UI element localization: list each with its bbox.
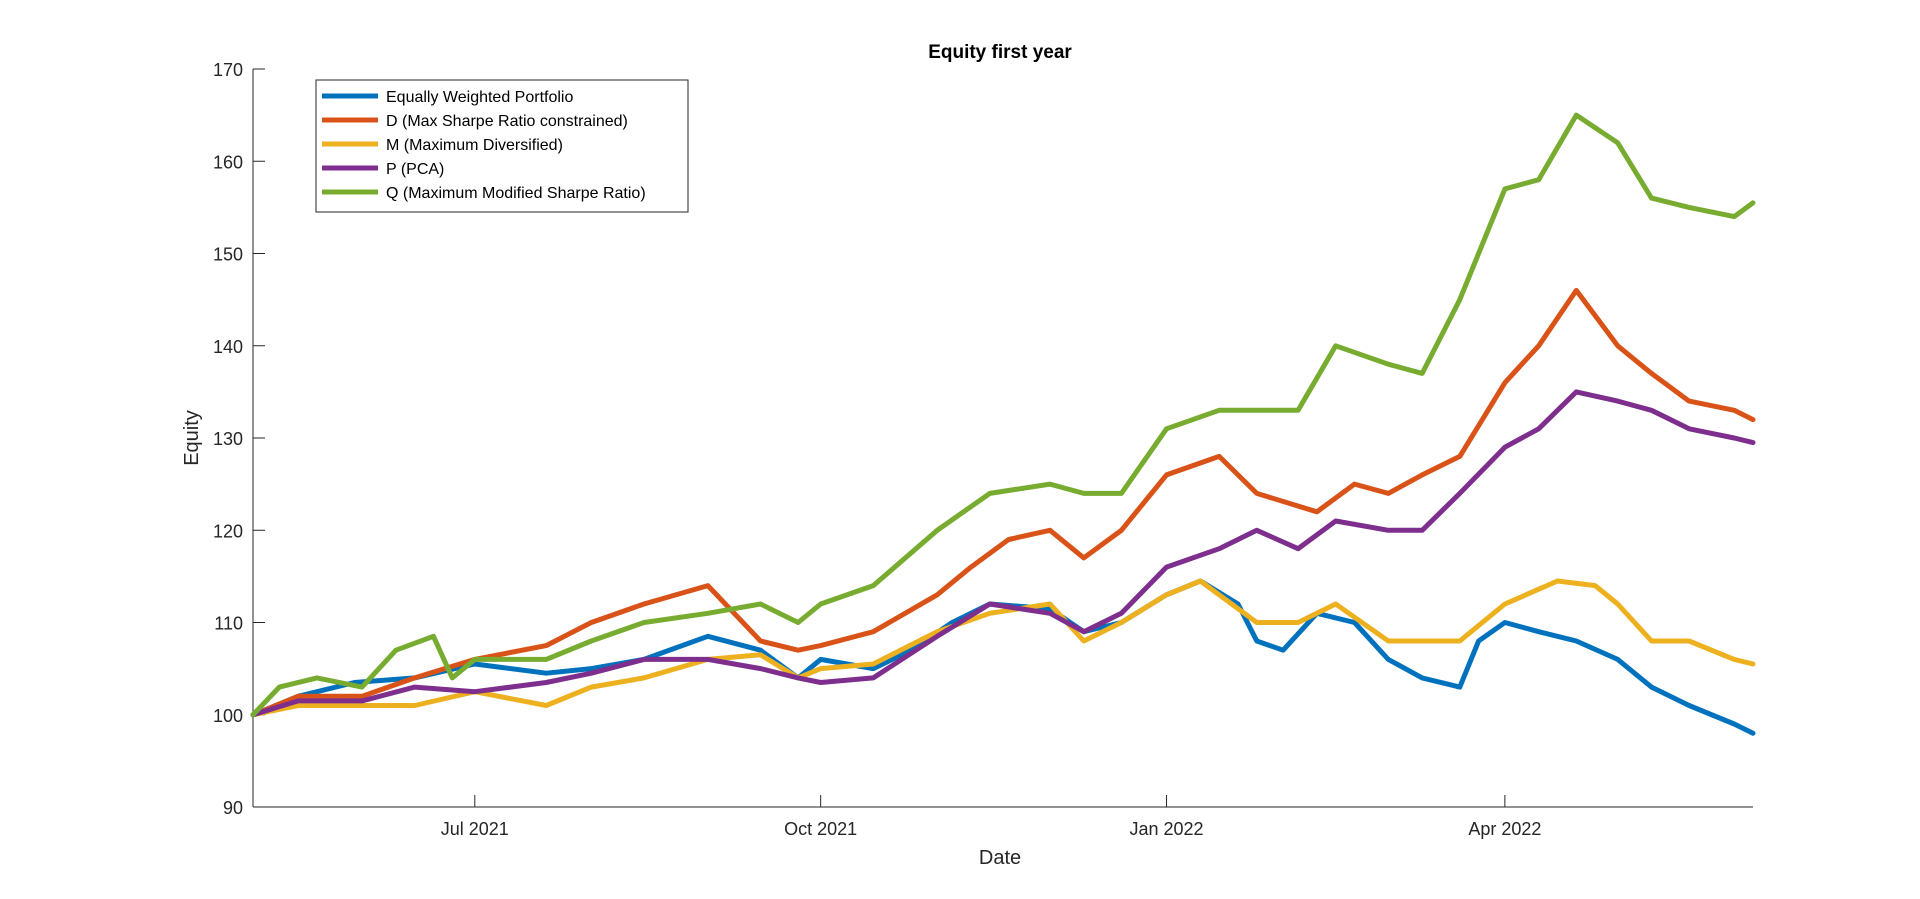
y-tick-label: 160 — [213, 152, 243, 172]
legend-label: Equally Weighted Portfolio — [386, 89, 573, 106]
series-line — [250, 578, 1756, 718]
plot-area: 90 100 110 120 130 140 150 160 170 Jul 2021 Oct 20… — [213, 60, 1756, 839]
y-tick-label: 100 — [213, 706, 243, 726]
legend-label: M (Maximum Diversified) — [386, 137, 563, 154]
x-tick-label: Apr 2022 — [1468, 819, 1541, 839]
y-axis-label: Equity — [181, 410, 203, 466]
legend-label: Q (Maximum Modified Sharpe Ratio) — [386, 185, 646, 202]
y-tick-label: 110 — [214, 614, 243, 634]
x-tick-label: Jan 2022 — [1129, 819, 1203, 839]
legend: Equally Weighted Portfolio D (Max Sharpe … — [315, 79, 689, 213]
x-tick-label: Jul 2021 — [441, 819, 509, 839]
legend-label: P (PCA) — [386, 161, 444, 178]
legend-label: D (Max Sharpe Ratio constrained) — [386, 113, 628, 130]
series-line — [250, 112, 1756, 718]
chart-title: Equity first year — [928, 42, 1072, 63]
y-tick-label: 90 — [223, 798, 243, 818]
y-tick-label: 130 — [213, 429, 243, 449]
x-tick-label: Oct 2021 — [784, 819, 857, 839]
series-line — [250, 389, 1756, 718]
y-tick-label: 150 — [213, 245, 243, 265]
y-tick-label: 170 — [213, 60, 243, 80]
y-tick-label: 120 — [213, 521, 243, 541]
x-axis-label: Date — [979, 847, 1021, 869]
series-line — [250, 287, 1756, 718]
y-tick-label: 140 — [213, 337, 243, 357]
